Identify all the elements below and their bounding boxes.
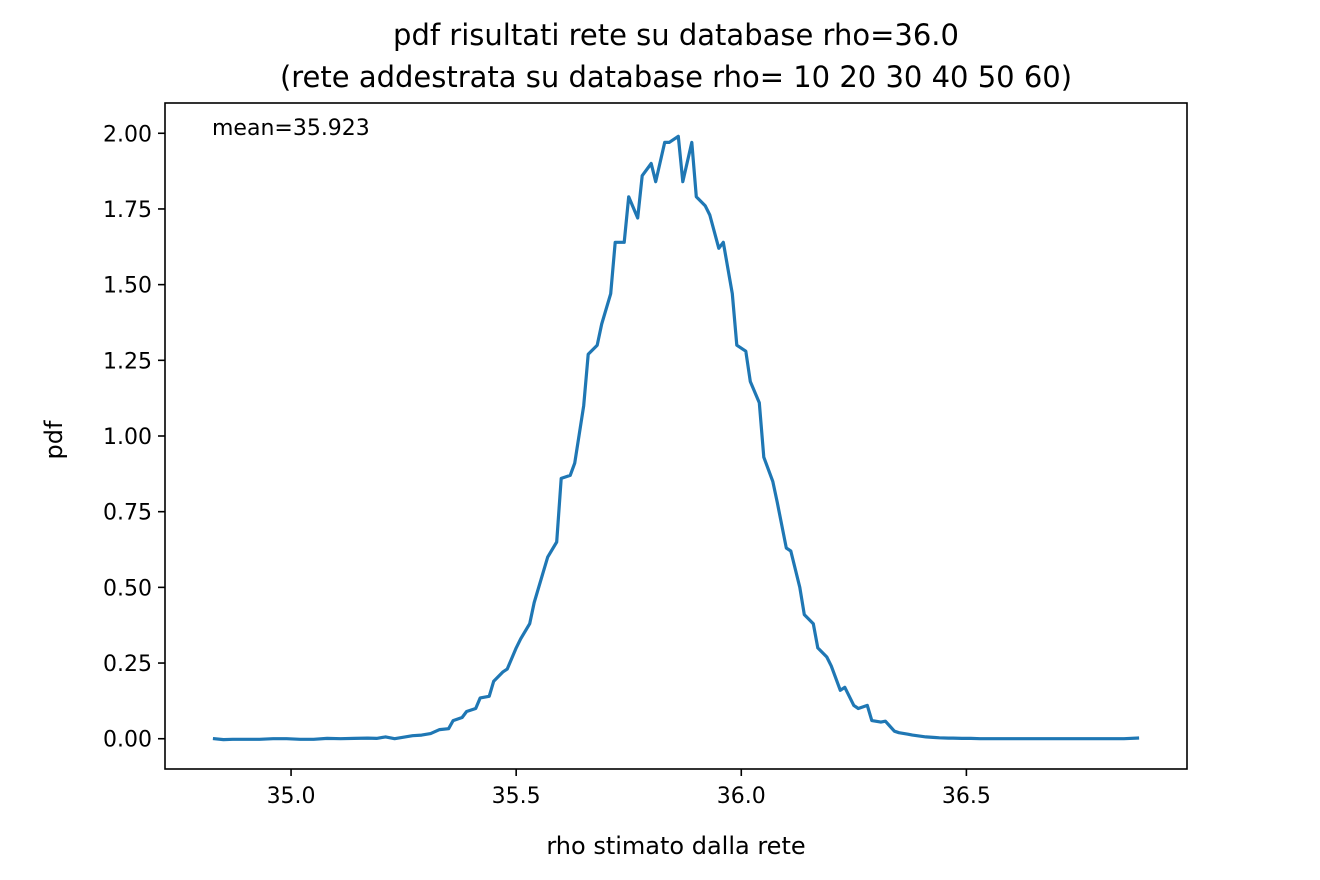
x-tick-label: 36.5 xyxy=(942,784,991,809)
x-tick-label: 36.0 xyxy=(717,784,766,809)
y-tick-label: 1.75 xyxy=(103,198,152,223)
chart-subtitle: (rete addestrata su database rho= 10 20 … xyxy=(280,60,1072,94)
chart-title: pdf risultati rete su database rho=36.0 xyxy=(393,18,959,52)
y-tick-label: 1.25 xyxy=(103,349,152,374)
x-axis-label: rho stimato dalla rete xyxy=(546,832,805,860)
y-tick-label: 0.75 xyxy=(103,501,152,526)
y-tick-label: 1.50 xyxy=(103,274,152,299)
y-tick-label: 2.00 xyxy=(103,122,152,147)
y-tick-label: 1.00 xyxy=(103,425,152,450)
pdf-line xyxy=(212,134,1140,742)
y-tick-label: 0.00 xyxy=(103,728,152,753)
plot-area: 35.0 35.5 36.0 36.5 0.00 0.25 0.50 0.75 1.00 1.25… xyxy=(103,102,1188,809)
y-tick-label: 0.25 xyxy=(103,652,152,677)
mean-annotation: mean=35.923 xyxy=(212,116,370,141)
x-tick-label: 35.0 xyxy=(267,784,316,809)
x-tick-label: 35.5 xyxy=(492,784,541,809)
y-tick-label: 0.50 xyxy=(103,576,152,601)
y-axis-label: pdf xyxy=(40,420,68,459)
